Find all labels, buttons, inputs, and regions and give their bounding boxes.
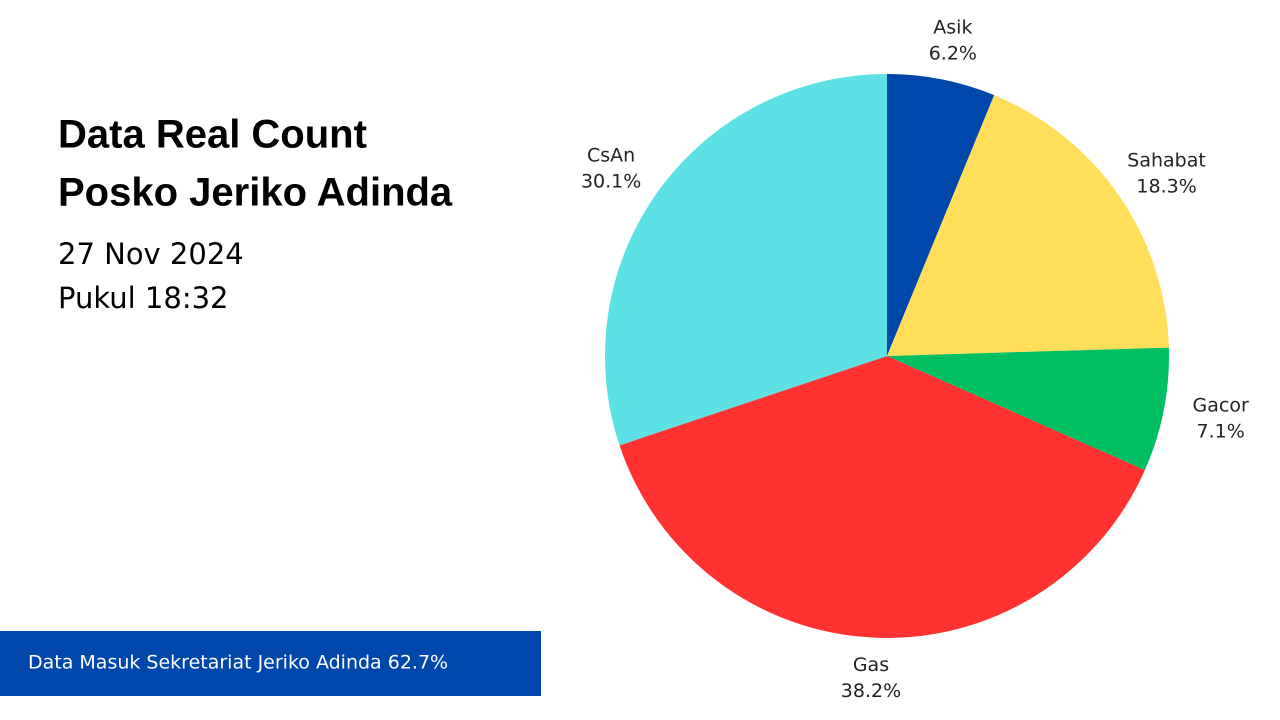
slice-label: Gas xyxy=(853,654,889,676)
pie-slice xyxy=(887,74,995,356)
slice-value-label: 30.1% xyxy=(581,170,641,192)
slice-label: CsAn xyxy=(587,144,635,166)
slice-label: Sahabat xyxy=(1127,149,1206,171)
slice-label: Gacor xyxy=(1193,394,1249,416)
slice-value-label: 18.3% xyxy=(1136,175,1196,197)
slice-value-label: 7.1% xyxy=(1197,420,1245,442)
slice-label: Asik xyxy=(933,17,972,39)
slice-value-label: 38.2% xyxy=(841,680,901,702)
date: 27 Nov 2024 xyxy=(58,237,244,271)
pie-slice xyxy=(887,95,1169,356)
title-line: Posko Jeriko Adinda xyxy=(58,171,453,215)
footer-box xyxy=(0,631,541,696)
pie-slice xyxy=(887,347,1169,471)
slice-value-label: 6.2% xyxy=(929,43,977,65)
time: Pukul 18:32 xyxy=(58,281,229,315)
title-line: Data Real Count xyxy=(58,113,367,157)
pie-slice xyxy=(604,74,887,446)
footer-text: Data Masuk Sekretariat Jeriko Adinda 62.… xyxy=(28,652,448,674)
pie-slice xyxy=(619,356,1145,639)
